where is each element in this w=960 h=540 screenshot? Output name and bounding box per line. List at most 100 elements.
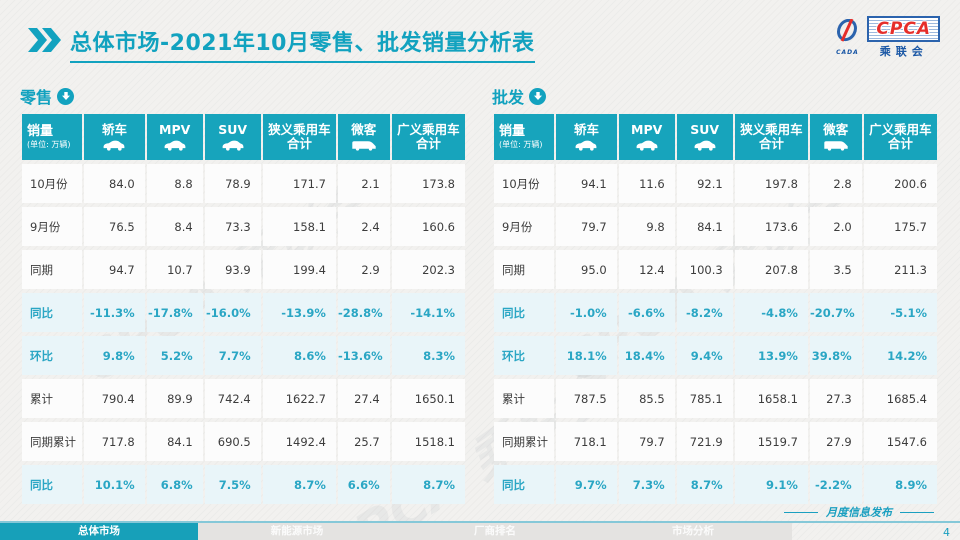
data-cell: 9.8 [618, 207, 675, 246]
table-row: 同期累计 717.8 84.1 690.5 1492.4 25.7 1518.1 [22, 422, 465, 461]
table-row: 10月份 84.0 8.8 78.9 171.7 2.1 173.8 [22, 164, 465, 203]
data-cell: 8.6% [262, 336, 336, 375]
column-header: SUV [204, 114, 261, 160]
data-cell: -1.0% [556, 293, 617, 332]
publish-note: 月度信息发布 [776, 504, 942, 520]
data-cell: 2.8 [809, 164, 862, 203]
dash-line [900, 511, 934, 513]
data-cell: 94.1 [556, 164, 617, 203]
row-label: 同期 [494, 250, 555, 289]
sales-unit-header: 销量 (单位: 万辆) [494, 114, 555, 160]
data-cell: -4.8% [734, 293, 808, 332]
table-row: 同比 9.7% 7.3% 8.7% 9.1% -2.2% 8.9% [494, 465, 937, 504]
footer-tab[interactable]: 总体市场 [0, 523, 198, 540]
retail-section: 零售 销量 (单位: 万辆) 轿车 MPV SUV 狭义乘用车合计 微客 广义乘用车合计 10… [20, 84, 467, 508]
down-arrow-icon [57, 87, 75, 105]
cpca-emblem-icon: CADA [832, 18, 862, 56]
data-cell: 100.3 [676, 250, 733, 289]
table-row: 累计 790.4 89.9 742.4 1622.7 27.4 1650.1 [22, 379, 465, 418]
data-cell: 1519.7 [734, 422, 808, 461]
data-cell: 1622.7 [262, 379, 336, 418]
sedan-icon [557, 140, 615, 151]
data-cell: -2.2% [809, 465, 862, 504]
minibus-icon [811, 140, 861, 151]
footer-tab[interactable]: 厂商排名 [474, 525, 516, 537]
header-row: 销量 (单位: 万辆) 轿车 MPV SUV 狭义乘用车合计 微客 广义乘用车合计 [22, 114, 465, 160]
slide-header: 总体市场-2021年10月零售、批发销量分析表 [28, 25, 535, 63]
page-number: 4 [943, 526, 950, 539]
suv-icon [206, 140, 260, 151]
cpca-logo: CADA CPCA 乘联会 [832, 16, 940, 59]
sedan-icon [85, 140, 143, 151]
table-row: 累计 787.5 85.5 785.1 1658.1 27.3 1685.4 [494, 379, 937, 418]
data-cell: 79.7 [556, 207, 617, 246]
section-title: 零售 [20, 88, 53, 107]
data-cell: 8.8 [146, 164, 203, 203]
data-cell: 93.9 [204, 250, 261, 289]
footer-tab[interactable]: 新能源市场 [270, 525, 324, 537]
retail-table: 销量 (单位: 万辆) 轿车 MPV SUV 狭义乘用车合计 微客 广义乘用车合计 10月份 8… [20, 110, 467, 508]
data-cell: -5.1% [863, 293, 937, 332]
data-cell: 690.5 [204, 422, 261, 461]
data-cell: 73.3 [204, 207, 261, 246]
column-header: 轿车 [84, 114, 145, 160]
row-label: 9月份 [494, 207, 555, 246]
data-cell: 8.7% [676, 465, 733, 504]
data-cell: 95.0 [556, 250, 617, 289]
data-cell: 1650.1 [391, 379, 465, 418]
row-label: 环比 [494, 336, 555, 375]
data-cell: 200.6 [863, 164, 937, 203]
data-cell: 785.1 [676, 379, 733, 418]
data-cell: 3.5 [809, 250, 862, 289]
table-row: 同比 -11.3% -17.8% -16.0% -13.9% -28.8% -14.1% [22, 293, 465, 332]
data-cell: -17.8% [146, 293, 203, 332]
row-label: 环比 [22, 336, 83, 375]
data-cell: 85.5 [618, 379, 675, 418]
data-cell: 8.9% [863, 465, 937, 504]
data-cell: 18.4% [618, 336, 675, 375]
data-cell: 14.2% [863, 336, 937, 375]
data-cell: 211.3 [863, 250, 937, 289]
column-header: 微客 [809, 114, 862, 160]
data-cell: 160.6 [391, 207, 465, 246]
table-row: 同期累计 718.1 79.7 721.9 1519.7 27.9 1547.6 [494, 422, 937, 461]
table-row: 10月份 94.1 11.6 92.1 197.8 2.8 200.6 [494, 164, 937, 203]
data-cell: 1518.1 [391, 422, 465, 461]
table-row: 同期 95.0 12.4 100.3 207.8 3.5 211.3 [494, 250, 937, 289]
table-row: 9月份 79.7 9.8 84.1 173.6 2.0 175.7 [494, 207, 937, 246]
double-chevron-icon [28, 28, 62, 56]
table-row: 环比 9.8% 5.2% 7.7% 8.6% -13.6% 8.3% [22, 336, 465, 375]
data-cell: 5.2% [146, 336, 203, 375]
page-title: 总体市场-2021年10月零售、批发销量分析表 [70, 25, 535, 63]
row-label: 同比 [22, 465, 83, 504]
row-label: 同期累计 [494, 422, 555, 461]
page-title-rest: -2021年10月零售、批发销量分析表 [160, 31, 535, 56]
data-cell: 9.1% [734, 465, 808, 504]
data-cell: 76.5 [84, 207, 145, 246]
column-header: 轿车 [556, 114, 617, 160]
data-cell: -28.8% [337, 293, 390, 332]
data-cell: -13.6% [337, 336, 390, 375]
data-cell: 202.3 [391, 250, 465, 289]
footer-tab-bar: 总体市场 新能源市场 厂商排名 市场分析 [0, 523, 792, 540]
footer-tab[interactable]: 市场分析 [672, 525, 714, 537]
data-cell: 6.8% [146, 465, 203, 504]
data-cell: 718.1 [556, 422, 617, 461]
data-cell: 92.1 [676, 164, 733, 203]
data-cell: 2.9 [337, 250, 390, 289]
row-label: 累计 [22, 379, 83, 418]
data-cell: 84.0 [84, 164, 145, 203]
data-cell: 27.4 [337, 379, 390, 418]
data-cell: 8.7% [262, 465, 336, 504]
column-header: 狭义乘用车合计 [262, 114, 336, 160]
data-cell: 89.9 [146, 379, 203, 418]
data-cell: 39.8% [809, 336, 862, 375]
data-cell: 790.4 [84, 379, 145, 418]
header-row: 销量 (单位: 万辆) 轿车 MPV SUV 狭义乘用车合计 微客 广义乘用车合计 [494, 114, 937, 160]
logo-wordmark: CPCA 乘联会 [867, 16, 940, 59]
data-cell: -14.1% [391, 293, 465, 332]
wholesale-section: 批发 销量 (单位: 万辆) 轿车 MPV SUV 狭义乘用车合计 微客 广义乘用车合计 10… [492, 84, 939, 508]
row-label: 同期累计 [22, 422, 83, 461]
data-cell: 8.7% [391, 465, 465, 504]
